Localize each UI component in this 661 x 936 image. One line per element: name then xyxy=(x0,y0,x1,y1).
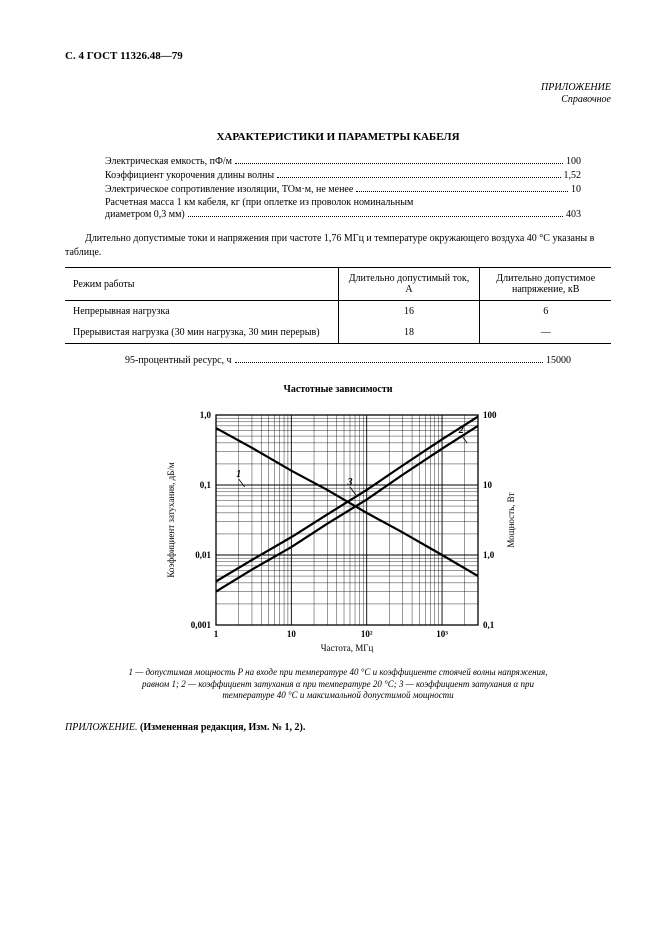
table-header: Длительно допустимый ток, А xyxy=(338,268,480,301)
svg-text:0,01: 0,01 xyxy=(195,550,211,560)
svg-text:1,0: 1,0 xyxy=(200,410,212,420)
param-value: 10 xyxy=(571,183,581,197)
frequency-chart: 1 10 10² 10³ 0,001 0,01 0,1 1,0 0,1 1,0 10 100 Часто… xyxy=(158,401,518,661)
chart-title: Частотные зависимости xyxy=(65,384,611,395)
param-row: Электрическая емкость, пФ/м 100 xyxy=(105,155,581,169)
dot-leader xyxy=(356,191,568,192)
edition-prefix: ПРИЛОЖЕНИЕ. xyxy=(65,722,138,733)
dot-leader xyxy=(235,163,563,164)
svg-text:0,001: 0,001 xyxy=(191,620,212,630)
table-cell: Прерывистая нагрузка (30 мин нагрузка, 3… xyxy=(65,322,338,344)
param-label: диаметром 0,3 мм) xyxy=(105,208,185,222)
svg-text:Мощность, Вт: Мощность, Вт xyxy=(506,492,516,547)
param-value: 403 xyxy=(566,208,581,222)
svg-text:3: 3 xyxy=(346,477,352,488)
param-label: Расчетная масса 1 км кабеля, кг (при опл… xyxy=(105,197,581,208)
svg-text:1,0: 1,0 xyxy=(483,550,495,560)
resource-line: 95-процентный ресурс, ч 15000 xyxy=(125,354,571,368)
edition-rest: (Измененная редакция, Изм. № 1, 2). xyxy=(138,722,306,733)
table-header: Длительно допустимое напряжение, кВ xyxy=(480,268,611,301)
resource-label: 95-процентный ресурс, ч xyxy=(125,354,232,368)
appendix-label: ПРИЛОЖЕНИЕ Справочное xyxy=(65,82,611,106)
caption-text: 1 — допустимая мощность P на входе при т… xyxy=(129,667,548,700)
table-cell: Непрерывная нагрузка xyxy=(65,301,338,323)
param-label: Электрическая емкость, пФ/м xyxy=(105,155,232,169)
dot-leader xyxy=(235,362,543,363)
svg-text:1: 1 xyxy=(214,629,219,639)
dot-leader xyxy=(188,216,563,217)
edition-note: ПРИЛОЖЕНИЕ. (Измененная редакция, Изм. №… xyxy=(65,722,611,733)
svg-text:10: 10 xyxy=(287,629,297,639)
param-row: Электрическое сопротивление изоляции, ТО… xyxy=(105,183,581,197)
param-value: 1,52 xyxy=(564,169,582,183)
svg-text:100: 100 xyxy=(483,410,497,420)
table-cell: — xyxy=(480,322,611,344)
section-title: ХАРАКТЕРИСТИКИ И ПАРАМЕТРЫ КАБЕЛЯ xyxy=(65,131,611,143)
svg-text:10²: 10² xyxy=(361,629,373,639)
svg-text:10³: 10³ xyxy=(436,629,448,639)
svg-text:Коэффициент затухания, дБ/м: Коэффициент затухания, дБ/м xyxy=(166,462,176,578)
page-header: С. 4 ГОСТ 11326.48—79 xyxy=(65,50,611,62)
chart-container: 1 10 10² 10³ 0,001 0,01 0,1 1,0 0,1 1,0 10 100 Часто… xyxy=(65,401,611,661)
param-label: Электрическое сопротивление изоляции, ТО… xyxy=(105,183,353,197)
modes-table: Режим работыДлительно допустимый ток, АД… xyxy=(65,267,611,344)
page: С. 4 ГОСТ 11326.48—79 ПРИЛОЖЕНИЕ Справоч… xyxy=(0,0,661,936)
parameter-list: Электрическая емкость, пФ/м100Коэффициен… xyxy=(105,155,581,222)
param-label: Коэффициент укорочения длины волны xyxy=(105,169,274,183)
table-row: Прерывистая нагрузка (30 мин нагрузка, 3… xyxy=(65,322,611,344)
appendix-word: ПРИЛОЖЕНИЕ xyxy=(541,82,611,93)
table-cell: 16 xyxy=(338,301,480,323)
svg-text:Частота, МГц: Частота, МГц xyxy=(321,643,374,653)
resource-value: 15000 xyxy=(546,354,571,368)
svg-text:0,1: 0,1 xyxy=(483,620,495,630)
svg-text:0,1: 0,1 xyxy=(200,480,212,490)
chart-caption: 1 — допустимая мощность P на входе при т… xyxy=(115,667,561,702)
param-value: 100 xyxy=(566,155,581,169)
dot-leader xyxy=(277,177,560,178)
appendix-sub: Справочное xyxy=(561,94,611,105)
table-cell: 6 xyxy=(480,301,611,323)
table-header: Режим работы xyxy=(65,268,338,301)
param-row: Коэффициент укорочения длины волны 1,52 xyxy=(105,169,581,183)
table-cell: 18 xyxy=(338,322,480,344)
svg-text:1: 1 xyxy=(236,469,241,480)
table-row: Непрерывная нагрузка166 xyxy=(65,301,611,323)
intro-paragraph: Длительно допустимые токи и напряжения п… xyxy=(65,232,611,259)
svg-text:10: 10 xyxy=(483,480,493,490)
